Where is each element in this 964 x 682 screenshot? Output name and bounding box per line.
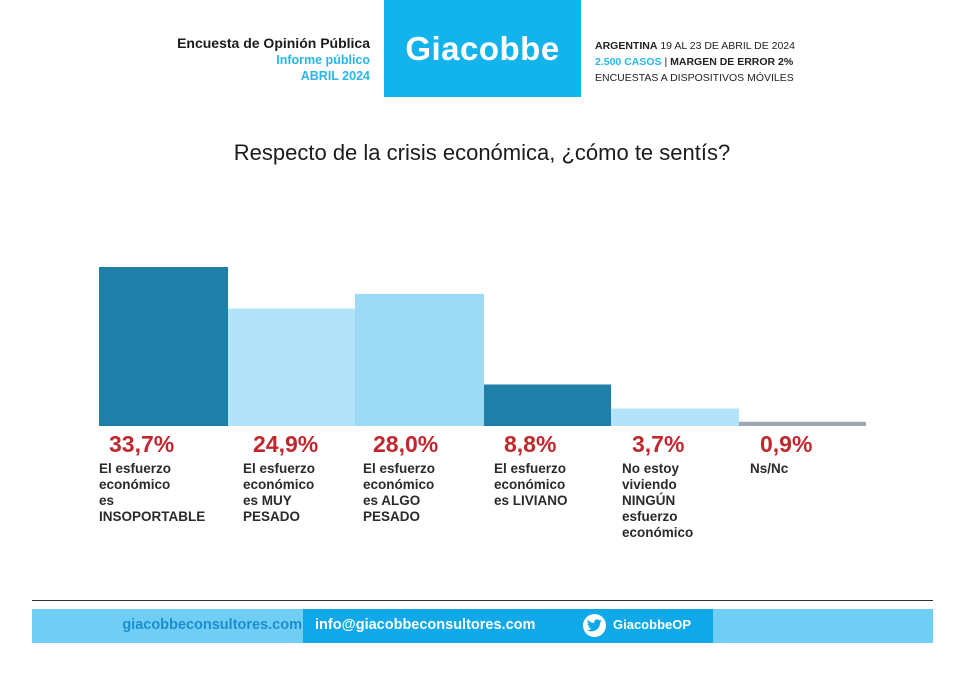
footer-bar: giacobbeconsultores.com info@giacobbecon… bbox=[32, 609, 933, 643]
bar-6 bbox=[739, 421, 866, 426]
header-right: ARGENTINA 19 AL 23 DE ABRIL DE 2024 2.50… bbox=[595, 38, 795, 86]
footer-divider bbox=[32, 600, 933, 601]
bar-5 bbox=[611, 408, 739, 426]
country: ARGENTINA bbox=[595, 40, 658, 52]
method: ENCUESTAS A DISPOSITIVOS MÓVILES bbox=[595, 72, 794, 84]
bar-1 bbox=[99, 267, 228, 426]
brand-logo: Giacobbe bbox=[384, 0, 581, 97]
header-left: Encuesta de Opinión Pública Informe públ… bbox=[177, 35, 370, 84]
value-label-1: 33,7% bbox=[109, 431, 174, 457]
category-label-2: El esfuerzo económico es MUY PESADO bbox=[243, 461, 316, 524]
bar-3 bbox=[355, 293, 484, 426]
report-date: ABRIL 2024 bbox=[300, 69, 370, 83]
report-type: Informe público bbox=[276, 53, 370, 67]
separator: | bbox=[664, 56, 668, 68]
chart-title: Respecto de la crisis económica, ¿cómo t… bbox=[233, 140, 731, 165]
value-label-5: 3,7% bbox=[632, 431, 684, 457]
value-label-6: 0,9% bbox=[760, 431, 812, 457]
bar-2 bbox=[228, 308, 355, 426]
value-label-4: 8,8% bbox=[504, 431, 556, 457]
margin-of-error: MARGEN DE ERROR 2% bbox=[670, 56, 794, 68]
twitter-link[interactable]: GiacobbeOP bbox=[569, 609, 713, 643]
website-link[interactable]: giacobbeconsultores.com bbox=[122, 617, 302, 633]
category-label-1: El esfuerzo económico es INSOPORTABLE bbox=[99, 461, 206, 524]
value-label-2: 24,9% bbox=[253, 431, 318, 457]
survey-title: Encuesta de Opinión Pública bbox=[177, 35, 370, 51]
category-label-4: El esfuerzo económico es LIVIANO bbox=[494, 461, 568, 508]
email-link[interactable]: info@giacobbeconsultores.com bbox=[303, 609, 569, 643]
value-label-3: 28,0% bbox=[373, 431, 438, 457]
bar-4 bbox=[484, 384, 611, 426]
cases: 2.500 CASOS bbox=[595, 56, 662, 68]
category-label-5: No estoy viviendo NINGÚN esfuerzo económ… bbox=[622, 461, 694, 540]
brand-name: Giacobbe bbox=[405, 29, 560, 67]
twitter-handle: GiacobbeOP bbox=[613, 617, 692, 632]
twitter-bird-icon bbox=[583, 614, 606, 637]
category-label-6: Ns/Nc bbox=[750, 461, 789, 476]
category-label-3: El esfuerzo económico es ALGO PESADO bbox=[363, 461, 436, 524]
field-dates: 19 AL 23 DE ABRIL DE 2024 bbox=[660, 40, 795, 52]
